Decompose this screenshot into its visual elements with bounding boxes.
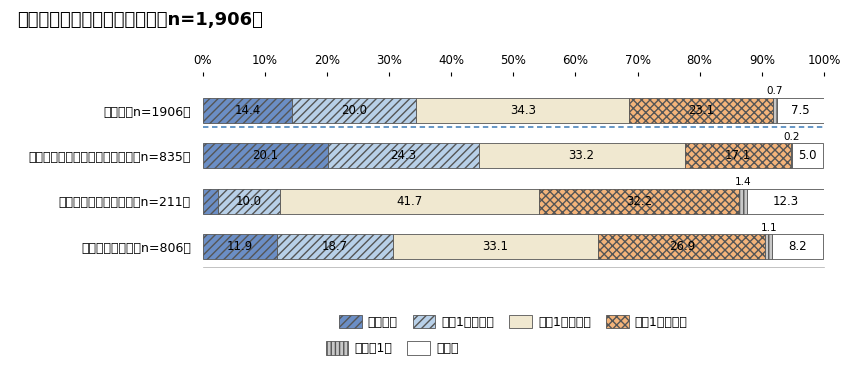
Bar bbox=[792, 144, 822, 168]
Text: 20.0: 20.0 bbox=[341, 104, 367, 117]
Bar bbox=[203, 235, 276, 259]
Bar bbox=[203, 144, 327, 168]
Bar bbox=[772, 98, 776, 123]
Bar bbox=[776, 98, 823, 123]
Text: 0.7: 0.7 bbox=[766, 86, 782, 96]
Text: 8.2: 8.2 bbox=[787, 240, 806, 253]
Bar bbox=[598, 235, 765, 259]
Bar bbox=[292, 98, 416, 123]
Bar bbox=[279, 189, 538, 214]
Text: 10.0: 10.0 bbox=[235, 195, 262, 208]
Text: 12.3: 12.3 bbox=[771, 195, 798, 208]
Bar bbox=[203, 98, 292, 123]
Text: 33.2: 33.2 bbox=[568, 149, 594, 162]
Bar bbox=[276, 235, 392, 259]
Bar bbox=[765, 235, 771, 259]
Text: 0.2: 0.2 bbox=[782, 132, 799, 142]
Text: 34.3: 34.3 bbox=[510, 104, 535, 117]
Bar bbox=[738, 189, 747, 214]
Bar bbox=[790, 144, 792, 168]
Bar bbox=[327, 144, 478, 168]
Text: 1.1: 1.1 bbox=[760, 223, 776, 233]
Legend: 数年に1回, 無回答: 数年に1回, 無回答 bbox=[321, 337, 463, 361]
Text: 33.1: 33.1 bbox=[482, 240, 508, 253]
Text: 17.1: 17.1 bbox=[724, 149, 750, 162]
Text: 32.2: 32.2 bbox=[625, 195, 651, 208]
Bar bbox=[392, 235, 598, 259]
Bar bbox=[538, 189, 738, 214]
Text: 1.4: 1.4 bbox=[734, 177, 750, 187]
Bar bbox=[478, 144, 684, 168]
Text: 18.7: 18.7 bbox=[322, 240, 348, 253]
Text: 41.7: 41.7 bbox=[396, 195, 422, 208]
Text: 24.3: 24.3 bbox=[390, 149, 415, 162]
Bar bbox=[218, 189, 279, 214]
Bar bbox=[747, 189, 823, 214]
Text: 11.9: 11.9 bbox=[226, 240, 252, 253]
Bar bbox=[684, 144, 790, 168]
Bar bbox=[629, 98, 772, 123]
Text: 5.0: 5.0 bbox=[798, 149, 816, 162]
Bar bbox=[203, 189, 218, 214]
Text: 7.5: 7.5 bbox=[790, 104, 809, 117]
Bar bbox=[416, 98, 629, 123]
Text: 14.4: 14.4 bbox=[234, 104, 260, 117]
Bar bbox=[771, 235, 822, 259]
Text: 20.1: 20.1 bbox=[252, 149, 278, 162]
Text: 管理の頻度（総数・利用状況、n=1,906）: 管理の頻度（総数・利用状況、n=1,906） bbox=[17, 11, 262, 29]
Text: 26.9: 26.9 bbox=[668, 240, 695, 253]
Text: 23.1: 23.1 bbox=[687, 104, 713, 117]
